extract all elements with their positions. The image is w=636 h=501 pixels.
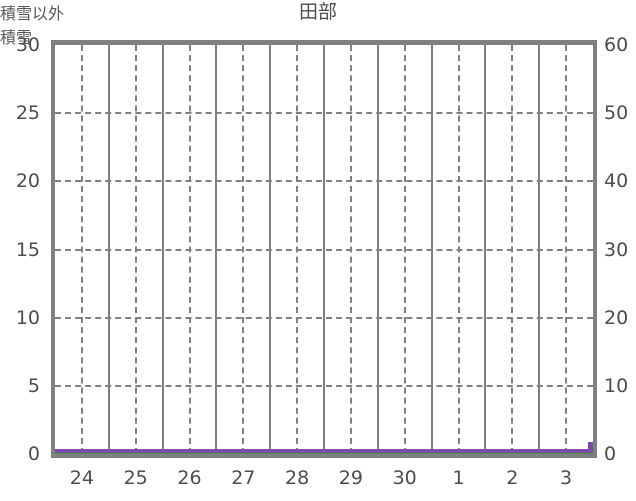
- y-axis-left-tick-label: 20: [15, 170, 40, 193]
- x-axis-tick-label: 3: [560, 467, 573, 489]
- x-axis-tick-label: 30: [392, 467, 417, 489]
- series-line-snow: [55, 449, 593, 453]
- horizontal-gridline: [55, 248, 593, 251]
- y-axis-right-tick-label: 50: [604, 102, 629, 125]
- series-line-snow-other: [55, 452, 593, 454]
- x-axis-tick-label: 26: [177, 467, 202, 489]
- horizontal-gridline: [55, 384, 593, 387]
- y-axis-left-tick-label: 5: [27, 374, 40, 397]
- x-axis-tick-label: 28: [285, 467, 310, 489]
- plot-inner: [55, 45, 593, 454]
- x-axis-tick-label: 24: [69, 467, 94, 489]
- right-axis-title: 積雪: [0, 28, 33, 47]
- y-axis-right-tick-label: 10: [604, 374, 629, 397]
- y-axis-right-tick-label: 30: [604, 238, 629, 261]
- horizontal-gridline: [55, 112, 593, 115]
- y-axis-left-tick-label: 25: [15, 102, 40, 125]
- y-axis-right-tick-label: 40: [604, 170, 629, 193]
- y-axis-right-tick-label: 60: [604, 34, 629, 56]
- x-axis-tick-label: 29: [338, 467, 363, 489]
- x-axis-tick-label: 27: [231, 467, 256, 489]
- horizontal-gridline: [55, 316, 593, 319]
- left-axis-title: 積雪以外: [0, 4, 65, 23]
- y-axis-right-tick-label: 0: [604, 443, 617, 465]
- plot-area: [51, 40, 597, 458]
- chart-title: 田部: [298, 1, 337, 23]
- y-axis-left-tick-label: 30: [15, 34, 40, 56]
- x-axis-tick-label: 2: [506, 467, 519, 489]
- y-axis-left-tick-label: 10: [15, 306, 40, 329]
- x-axis-tick-label: 25: [123, 467, 148, 489]
- y-axis-right-tick-label: 20: [604, 306, 629, 329]
- horizontal-gridline: [55, 180, 593, 183]
- y-axis-left-tick-label: 15: [15, 238, 40, 261]
- y-axis-left-tick-label: 0: [27, 443, 40, 465]
- x-axis-tick-label: 1: [452, 467, 465, 489]
- series-line-snow-tail: [588, 442, 593, 453]
